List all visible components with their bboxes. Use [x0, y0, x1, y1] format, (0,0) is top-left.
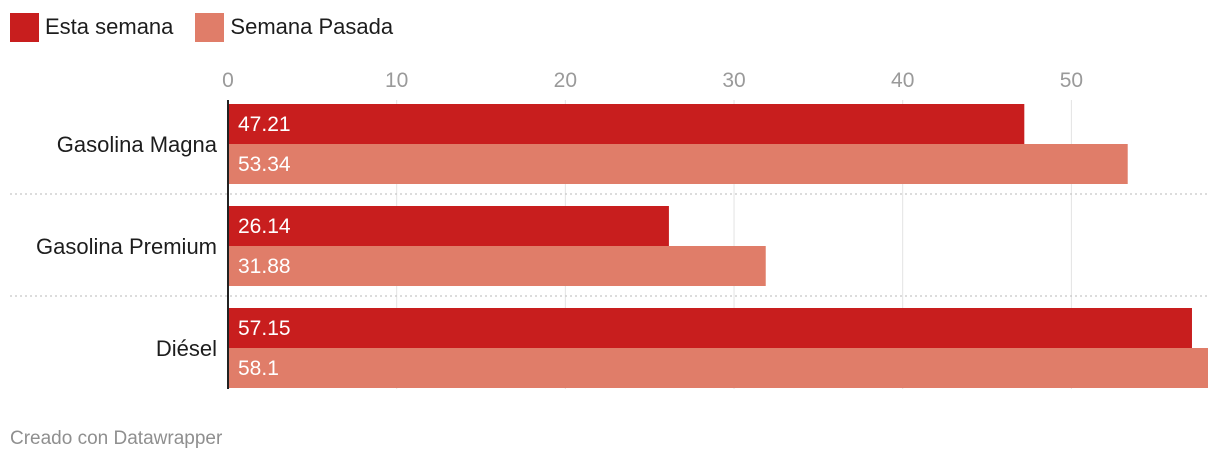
legend-item-semana-pasada: Semana Pasada — [195, 12, 394, 42]
footer-credit: Creado con Datawrapper — [10, 428, 223, 449]
bar-value-label: 26.14 — [238, 215, 291, 238]
legend-label-semana-pasada: Semana Pasada — [230, 14, 394, 39]
legend-swatch-esta-semana — [10, 12, 39, 42]
bar — [228, 348, 1208, 388]
x-tick-label: 10 — [385, 69, 408, 92]
x-tick-label: 40 — [891, 69, 914, 92]
bar — [228, 308, 1192, 348]
category-label: Diésel — [156, 336, 217, 361]
category-label: Gasolina Premium — [36, 234, 217, 259]
bar-value-label: 31.88 — [238, 255, 291, 278]
legend-label-esta-semana: Esta semana — [45, 14, 174, 39]
bar — [228, 144, 1128, 184]
x-tick-label: 30 — [722, 69, 745, 92]
bar-value-label: 47.21 — [238, 113, 291, 136]
bar — [228, 206, 669, 246]
x-tick-label: 50 — [1060, 69, 1083, 92]
bar-value-label: 53.34 — [238, 153, 291, 176]
bar-value-label: 58.1 — [238, 357, 279, 380]
legend: Esta semana Semana Pasada — [10, 12, 415, 42]
bar-chart: 0 10 20 30 40 50 47.21 53.34 Gasolina Magna 26.14… — [10, 69, 1210, 389]
bar — [228, 246, 766, 286]
bar — [228, 104, 1025, 144]
bar-value-label: 57.15 — [238, 317, 291, 340]
x-tick-label: 0 — [222, 69, 234, 92]
category-label: Gasolina Magna — [57, 132, 218, 157]
legend-swatch-semana-pasada — [195, 12, 225, 42]
legend-item-esta-semana: Esta semana — [10, 12, 174, 42]
x-tick-label: 20 — [554, 69, 577, 92]
